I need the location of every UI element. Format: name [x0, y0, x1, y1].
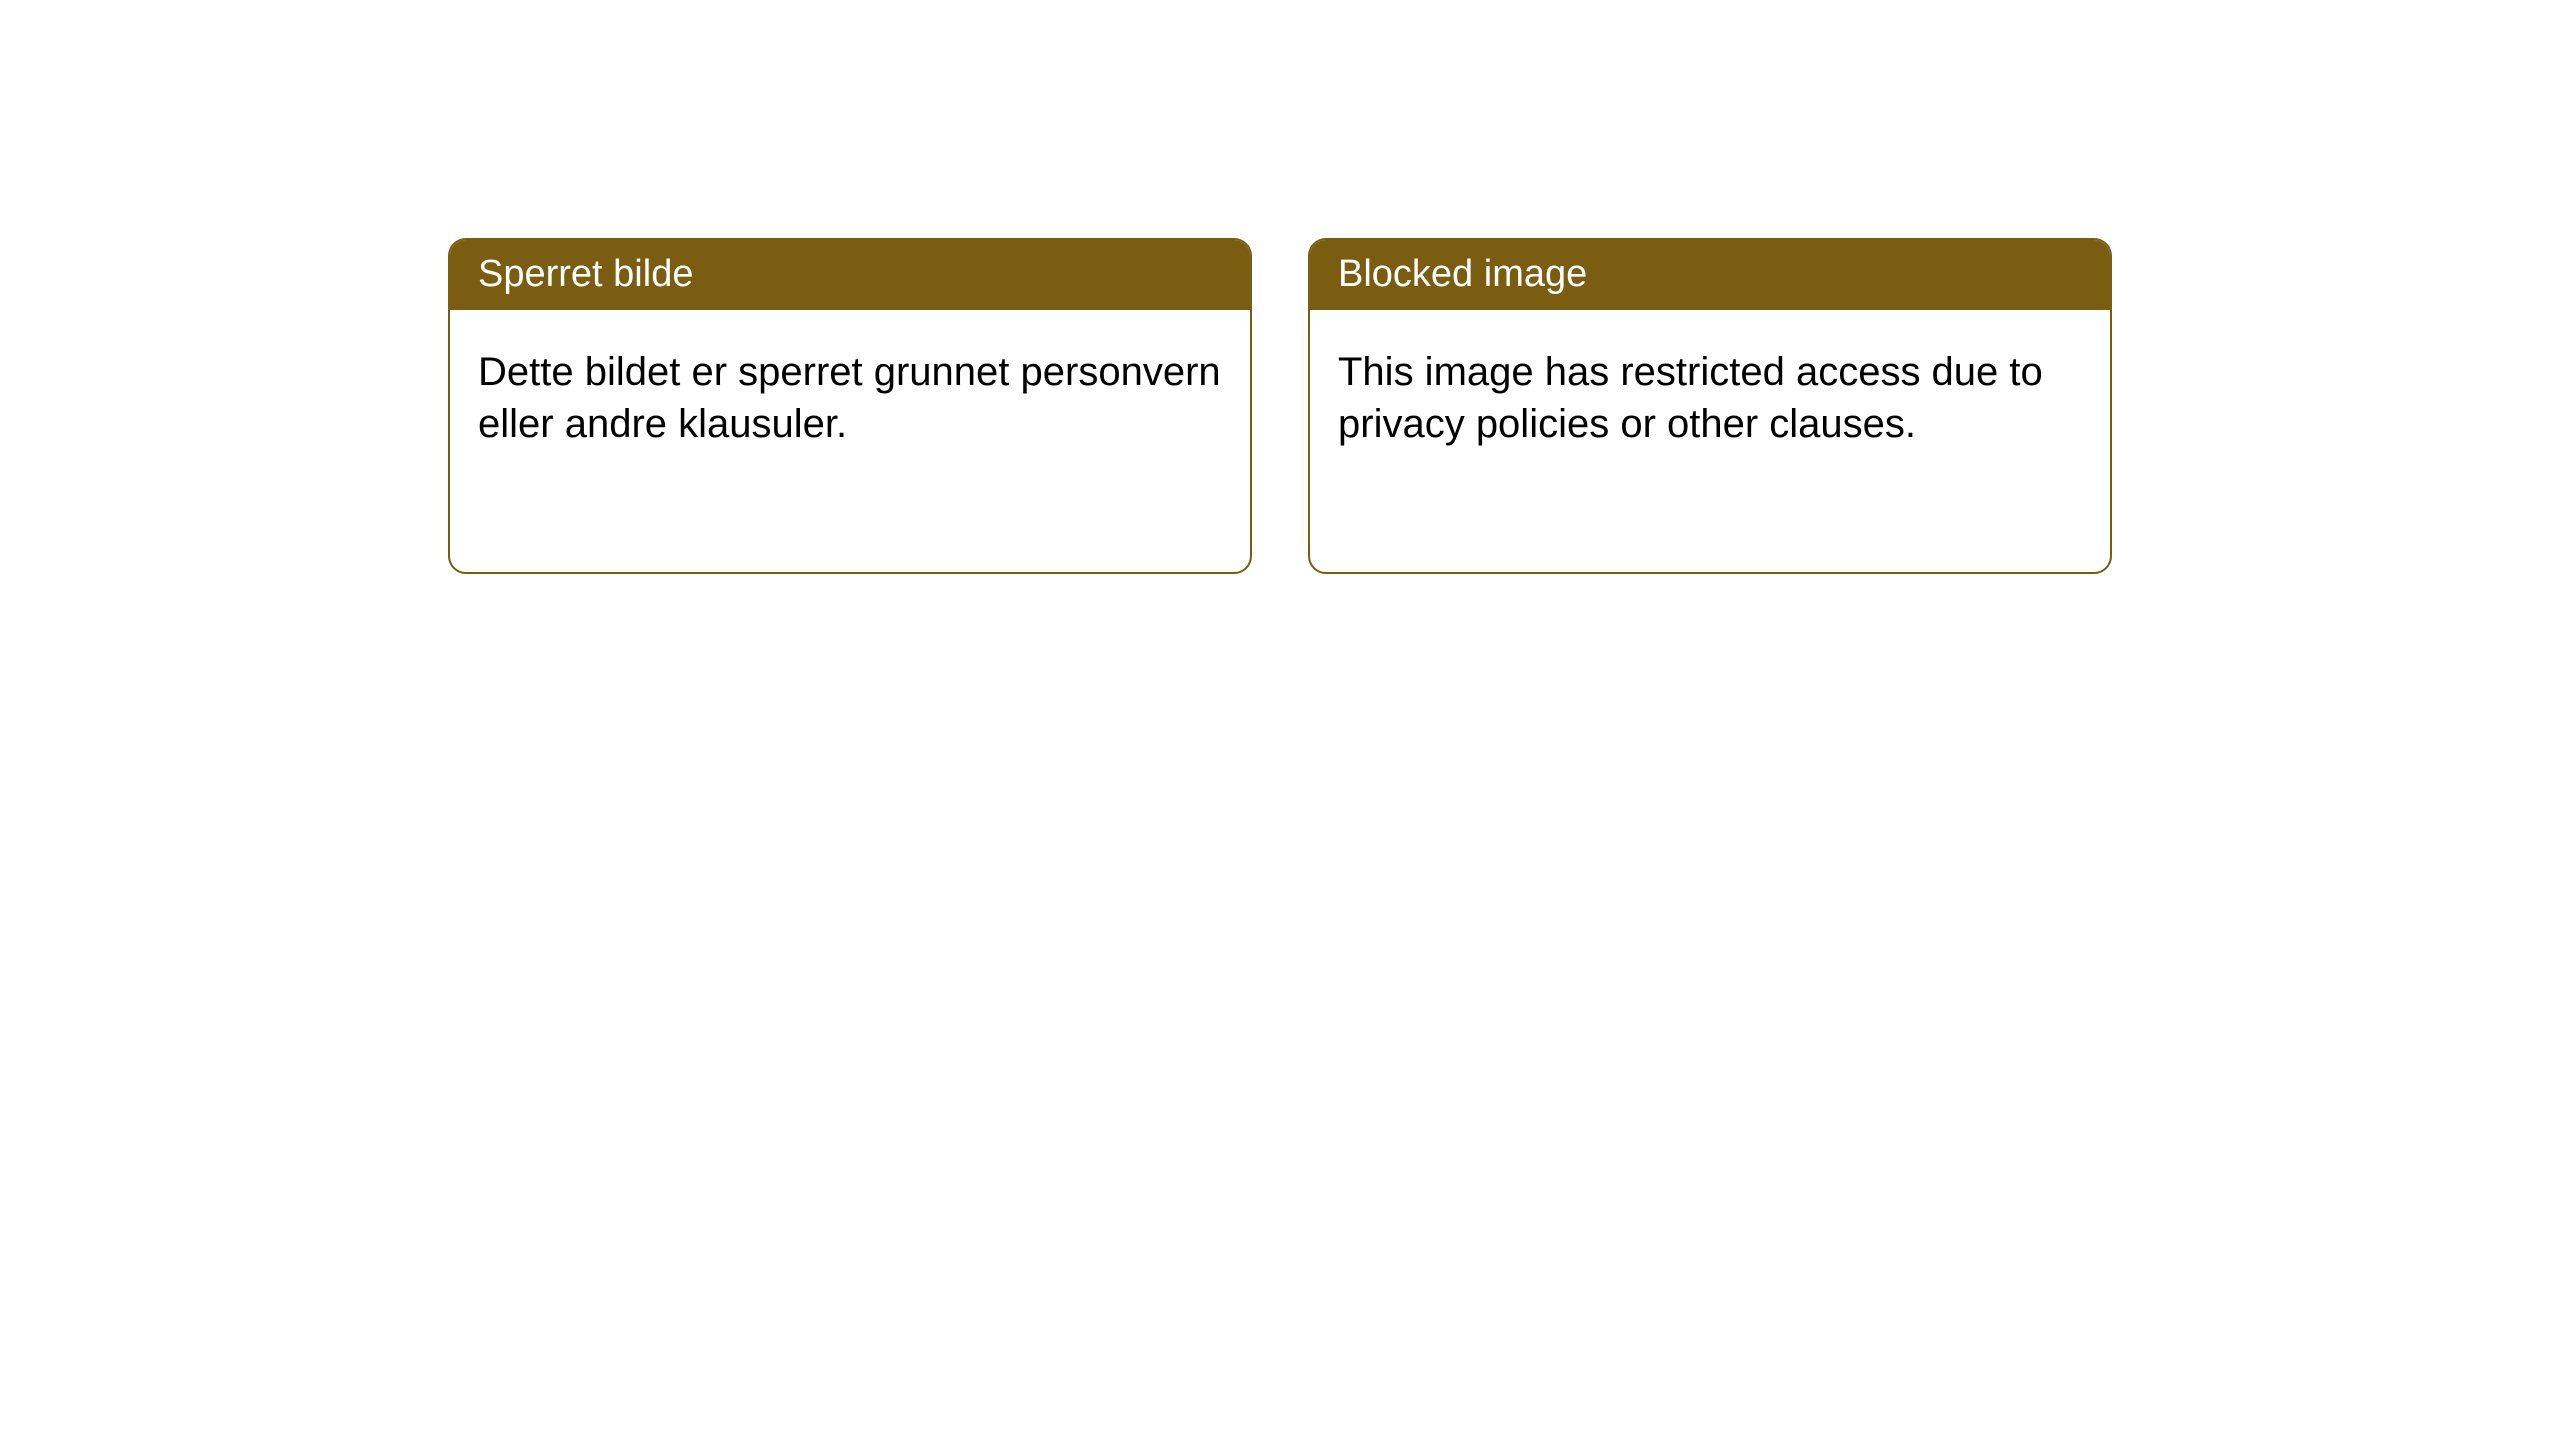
card-title: Blocked image: [1338, 253, 1587, 295]
card-body-text: This image has restricted access due to …: [1338, 350, 2043, 446]
notice-card-english: Blocked image This image has restricted …: [1308, 238, 2112, 574]
card-body-text: Dette bildet er sperret grunnet personve…: [478, 350, 1221, 446]
card-title: Sperret bilde: [478, 253, 693, 295]
card-body: This image has restricted access due to …: [1310, 310, 2110, 486]
card-body: Dette bildet er sperret grunnet personve…: [450, 310, 1250, 486]
card-header: Blocked image: [1310, 240, 2110, 310]
notice-card-norwegian: Sperret bilde Dette bildet er sperret gr…: [448, 238, 1252, 574]
card-header: Sperret bilde: [450, 240, 1250, 310]
notice-container: Sperret bilde Dette bildet er sperret gr…: [448, 238, 2112, 574]
